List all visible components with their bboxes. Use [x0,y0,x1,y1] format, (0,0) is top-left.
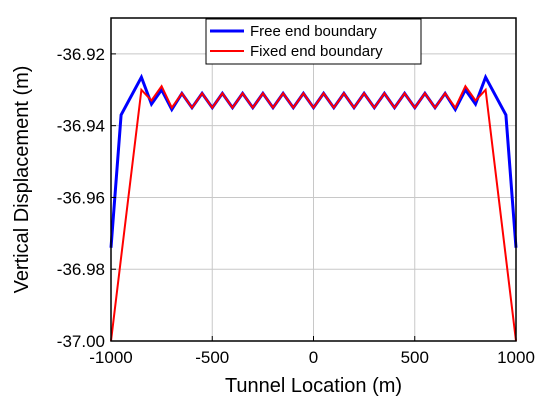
series-line-1 [110,84,517,342]
x-tick-label-1: -500 [195,348,229,367]
y-tick-label-2: -36.96 [57,188,105,207]
y-tick-label-1: -36.98 [57,260,105,279]
legend-label-fixed-end: Fixed end boundary [250,43,383,60]
y-tick-label-4: -36.92 [57,45,105,64]
legend-box [205,18,422,65]
x-axis-title: Tunnel Location (m) [225,375,402,397]
y-axis-ticks: -37.00 -36.98 -36.96 -36.94 -36.92 [57,45,116,351]
grid [110,18,517,342]
x-axis-ticks: -1000 -500 0 500 1000 [89,336,535,367]
y-tick-label-3: -36.94 [57,117,105,136]
y-tick-label-0: -37.00 [57,332,105,351]
legend: Free end boundary Fixed end boundary [205,18,422,65]
y-axis-title: Vertical Displacement (m) [11,66,33,294]
x-tick-label-0: -1000 [89,348,132,367]
x-tick-label-3: 500 [401,348,429,367]
x-tick-label-4: 1000 [497,348,535,367]
legend-label-free-end: Free end boundary [250,23,377,40]
x-tick-label-2: 0 [309,348,318,367]
series-layer [109,73,518,342]
